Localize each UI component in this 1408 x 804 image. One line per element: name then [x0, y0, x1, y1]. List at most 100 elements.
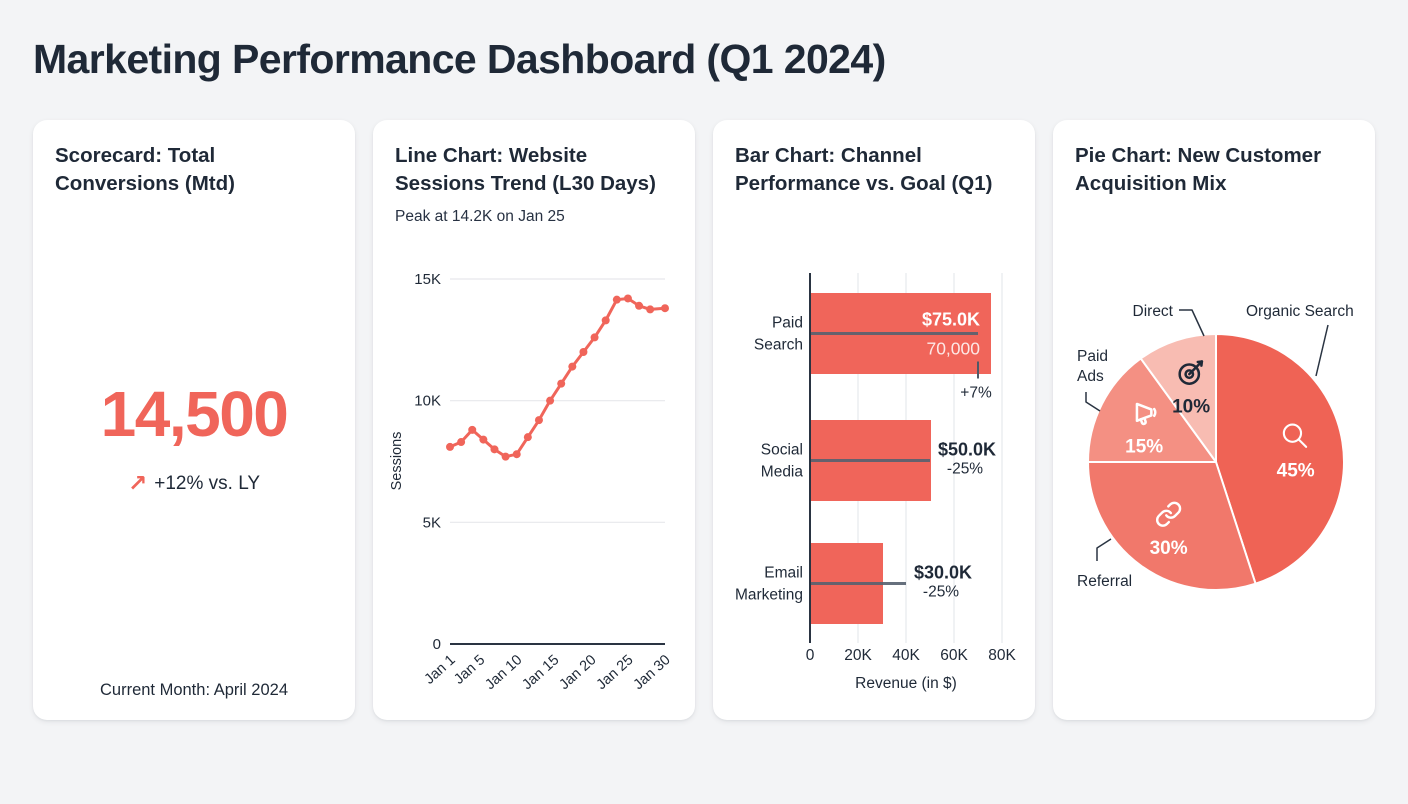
x-axis-label: Revenue (in $) — [855, 675, 957, 692]
target-inner-ring — [1184, 369, 1195, 380]
bar-value-label: $50.0K — [938, 440, 996, 460]
callout-line — [1096, 538, 1112, 561]
x-tick-label: 40K — [892, 647, 920, 664]
data-point — [546, 396, 555, 405]
data-point — [512, 450, 521, 459]
bar-delta-label: +7% — [960, 385, 992, 402]
scorecard-card: Scorecard: Total Conversions (Mtd) 14,50… — [33, 120, 355, 720]
link-icon — [1155, 501, 1182, 527]
pie-slice-label: Paid — [1077, 348, 1108, 365]
y-tick-label: 0 — [433, 636, 441, 653]
pie-pct-label: 10% — [1172, 396, 1210, 417]
pie-pct-label: 15% — [1125, 436, 1163, 457]
target-icon — [1178, 360, 1204, 385]
link-icon-path — [1165, 501, 1182, 519]
x-tick-label: 20K — [844, 647, 872, 664]
dashboard-page: Marketing Performance Dashboard (Q1 2024… — [0, 36, 1408, 720]
pie-pct-label: 45% — [1277, 460, 1315, 481]
data-point — [623, 294, 632, 303]
dart-shaft — [1188, 360, 1204, 376]
channel-bar-chart: 0 20K 40K 60K 80K Paid Search $75.0K 70,000 +7% So… — [735, 273, 1016, 692]
bar-category-label: Marketing — [735, 587, 803, 604]
cards-row: Scorecard: Total Conversions (Mtd) 14,50… — [33, 120, 1375, 720]
bar-value-label: $75.0K — [922, 310, 980, 330]
data-point — [579, 348, 588, 356]
megaphone-icon-paths — [1135, 402, 1157, 426]
x-tick-label: Jan 10 — [482, 652, 525, 693]
data-point — [568, 362, 577, 371]
bar-value-label: $30.0K — [914, 563, 972, 583]
pie-slice-label: Ads — [1077, 368, 1104, 385]
bar-category-label: Email — [764, 565, 803, 582]
data-point — [612, 295, 621, 304]
scorecard-footer: Current Month: April 2024 — [99, 681, 289, 699]
scorecard-title: Scorecard: Total Conversions (Mtd) — [55, 144, 235, 196]
x-tick-label: Jan 15 — [519, 652, 562, 693]
megaphone-horn — [1135, 402, 1153, 423]
pie-slice-label: Referral — [1077, 573, 1132, 590]
y-tick-label: 5K — [423, 514, 441, 531]
line-chart-card: Line Chart: Website Sessions Trend (L30 … — [373, 120, 695, 720]
bar-chart-title: Bar Chart: Channel Performance vs. Goal … — [735, 144, 993, 196]
scorecard-trend-text: +12% vs. LY — [154, 473, 261, 494]
trend-line — [448, 296, 667, 459]
data-point — [601, 316, 610, 325]
callout-line — [1315, 324, 1329, 377]
data-point — [590, 333, 599, 342]
dashboard-body: { "page": { "title": "Marketing Performa… — [0, 36, 1408, 804]
data-point — [635, 301, 644, 310]
x-tick-label: Jan 30 — [631, 652, 674, 693]
x-tick-label: 60K — [940, 647, 968, 664]
y-tick-label: 10K — [414, 393, 441, 410]
bar-chart-card: Bar Chart: Channel Performance vs. Goal … — [713, 120, 1035, 720]
data-point — [557, 379, 566, 388]
scorecard-value: 14,500 — [100, 378, 289, 450]
data-point — [446, 442, 454, 451]
data-point — [661, 304, 669, 313]
link-icon-path — [1155, 509, 1173, 527]
bar-category-label: Paid — [772, 315, 803, 332]
search-icon-glass — [1282, 423, 1303, 443]
line-chart-subtitle: Peak at 14.2K on Jan 25 — [395, 207, 565, 225]
bar-delta-label: -25% — [923, 584, 959, 601]
bar-category-label: Media — [761, 464, 804, 481]
pie-slice-label: Direct — [1133, 303, 1174, 320]
data-point — [501, 452, 510, 461]
trend-up-arrow-icon: ↗ — [127, 470, 148, 496]
callout-line — [1085, 392, 1101, 412]
data-point — [534, 416, 543, 425]
pie-chart-card: Pie Chart: New Customer Acquisition Mix … — [1053, 120, 1375, 720]
megaphone-icon — [1135, 402, 1157, 426]
data-point — [468, 425, 477, 434]
callout-line — [1179, 309, 1205, 337]
megaphone-handle — [1139, 417, 1147, 426]
bar-category-label: Social — [761, 442, 803, 459]
pie-slice — [1087, 461, 1257, 591]
link-icon-paths — [1155, 501, 1182, 527]
y-axis-label: Sessions — [389, 432, 405, 491]
scorecard-trend: ↗ +12% vs. LY — [33, 470, 355, 497]
data-point — [457, 438, 466, 447]
x-tick-label: Jan 25 — [594, 652, 637, 693]
target-outer-ring — [1178, 363, 1201, 385]
pie-slice — [1215, 333, 1345, 585]
x-tick-label: Jan 1 — [422, 652, 459, 688]
line-chart-title: Line Chart: Website Sessions Trend (L30 … — [395, 144, 656, 196]
y-tick-label: 15K — [414, 271, 441, 288]
dart-fletching — [1196, 360, 1204, 367]
data-point — [479, 435, 488, 444]
bar-delta-label: -25% — [947, 461, 983, 478]
data-point — [646, 305, 655, 314]
bar-category-label: Search — [754, 337, 803, 354]
megaphone-sound — [1152, 407, 1157, 418]
search-icon — [1282, 423, 1308, 448]
data-point — [490, 445, 499, 454]
acquisition-pie-chart: 45% 30% 15% 10% Organic Search Referral Paid Ad… — [1077, 303, 1354, 591]
x-tick-label: 0 — [806, 647, 815, 664]
pie-chart-title: Pie Chart: New Customer Acquisition Mix — [1075, 144, 1322, 196]
pie-slice-label: Organic Search — [1246, 303, 1354, 320]
search-icon-handle — [1297, 438, 1308, 448]
page-title: Marketing Performance Dashboard (Q1 2024… — [33, 36, 886, 82]
target-icon-paths — [1178, 360, 1204, 385]
